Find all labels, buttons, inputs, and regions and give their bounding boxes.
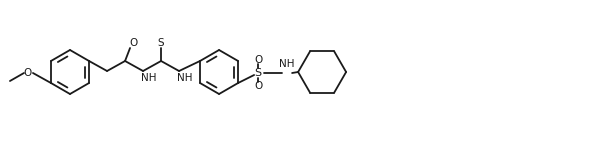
Text: O: O [254, 81, 262, 91]
Text: O: O [129, 38, 137, 48]
Text: NH: NH [280, 59, 295, 69]
Text: NH: NH [141, 73, 157, 83]
Text: O: O [254, 55, 262, 65]
Text: S: S [158, 38, 164, 48]
Text: S: S [254, 68, 262, 78]
Text: O: O [24, 68, 32, 78]
Text: NH: NH [177, 73, 193, 83]
